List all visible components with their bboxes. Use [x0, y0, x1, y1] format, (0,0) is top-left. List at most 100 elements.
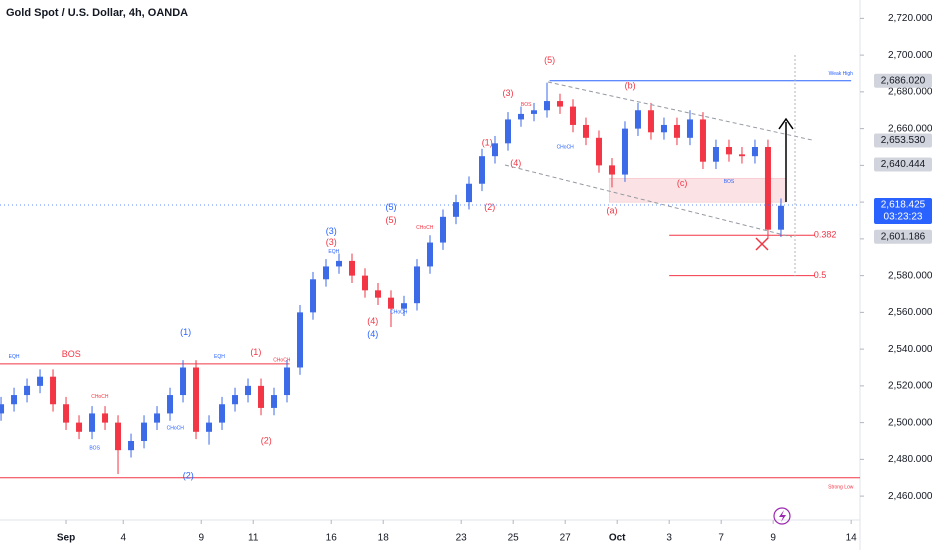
- x-tick-label: 9: [770, 533, 776, 544]
- price-tag: [874, 133, 932, 148]
- candle-body: [284, 367, 291, 396]
- candle-body: [712, 146, 719, 162]
- price-tag-label: 2,653.530: [881, 135, 926, 146]
- candle-body: [478, 156, 485, 184]
- annotation: (a): [606, 206, 617, 216]
- annotation: CHoCH: [91, 394, 109, 400]
- x-tick-label: 7: [718, 533, 724, 544]
- candle-body: [530, 110, 537, 114]
- annotation: (4): [510, 158, 521, 168]
- candle-body: [556, 101, 563, 107]
- candle-body: [245, 385, 252, 396]
- annotation: (b): [625, 81, 636, 91]
- x-tick-label: 23: [456, 533, 468, 544]
- candle-body: [388, 297, 395, 309]
- channel-line: [547, 81, 813, 141]
- alert-icon[interactable]: [773, 507, 791, 525]
- y-tick-label: 2,460.000: [888, 491, 932, 502]
- annotation: 0.5: [814, 270, 827, 280]
- candle-body: [0, 404, 5, 414]
- x-tick-label: 27: [560, 533, 572, 544]
- candle-body: [154, 413, 161, 423]
- candle-body: [271, 395, 278, 408]
- annotation: (2): [183, 470, 194, 480]
- candle-body: [206, 422, 213, 432]
- candle-body: [401, 303, 408, 309]
- candle-body: [634, 110, 641, 129]
- candle-body: [491, 143, 498, 157]
- y-tick-label: 2,500.000: [888, 417, 932, 428]
- candle-body: [647, 110, 654, 133]
- candle-body: [686, 119, 693, 138]
- candle-body: [362, 275, 369, 291]
- last-price-tag: [874, 198, 932, 225]
- annotation: BOS: [724, 179, 735, 185]
- annotation: (4): [367, 316, 378, 326]
- candle-body: [738, 154, 745, 157]
- candle-body: [141, 422, 148, 441]
- annotation: Weak High: [829, 71, 854, 77]
- candle-body: [180, 367, 187, 396]
- candle-body: [115, 422, 122, 451]
- annotation: 0.382: [814, 230, 837, 240]
- candle-body: [582, 124, 589, 138]
- x-tick-label: 18: [378, 533, 390, 544]
- annotation: CHoCH: [167, 425, 185, 431]
- annotation: (5): [544, 55, 555, 65]
- candle-body: [102, 413, 109, 423]
- y-tick-label: 2,680.000: [888, 87, 932, 98]
- x-mark: [755, 237, 769, 251]
- candle-body: [50, 376, 57, 405]
- x-tick-label: Sep: [57, 533, 75, 544]
- annotation: (3): [326, 226, 337, 236]
- annotation: CHoCH: [390, 310, 408, 316]
- annotation: EQH: [214, 354, 225, 360]
- annotation: EQH: [9, 354, 20, 360]
- x-tick-label: 3: [666, 533, 672, 544]
- annotation: CHoCH: [557, 144, 575, 150]
- y-tick-label: 2,580.000: [888, 270, 932, 281]
- annotation: EQH: [328, 249, 339, 255]
- candle-body: [751, 146, 758, 157]
- annotation: (5): [386, 202, 397, 212]
- x-tick-label: 14: [846, 533, 858, 544]
- candle-body: [232, 395, 239, 405]
- annotation: (1): [482, 138, 493, 148]
- candle-body: [439, 216, 446, 243]
- candle-body: [764, 146, 771, 230]
- candle-body: [349, 260, 356, 276]
- annotation: (3): [326, 237, 337, 247]
- candle-body: [504, 119, 511, 144]
- annotation: BOS: [521, 102, 532, 108]
- candle-body: [414, 266, 421, 304]
- candle-body: [660, 124, 667, 133]
- candle-body: [76, 422, 83, 432]
- y-tick-label: 2,480.000: [888, 454, 932, 465]
- annotation: (1): [250, 347, 261, 357]
- y-tick-label: 2,540.000: [888, 344, 932, 355]
- arrow-head: [778, 117, 794, 130]
- candle-body: [336, 260, 343, 267]
- candle-body: [543, 101, 550, 111]
- candle-body: [725, 146, 732, 155]
- annotation: (1): [180, 327, 191, 337]
- candle-body: [699, 119, 706, 162]
- candle-body: [595, 137, 602, 166]
- price-tag-label: 2,686.020: [881, 75, 926, 86]
- candle-body: [128, 440, 135, 451]
- candle-body: [11, 395, 18, 405]
- candle-body: [608, 165, 615, 175]
- candle-body: [673, 124, 680, 138]
- annotation: (4): [367, 329, 378, 339]
- price-tag-label: 2,601.186: [881, 231, 926, 242]
- y-tick-label: 2,700.000: [888, 50, 932, 61]
- candle-body: [193, 367, 200, 432]
- annotation: (3): [502, 88, 513, 98]
- annotation: CHoCH: [273, 357, 291, 363]
- x-tick-label: 11: [248, 533, 259, 544]
- x-tick-label: Oct: [609, 533, 626, 544]
- channel-line: [504, 164, 793, 238]
- candle-body: [297, 312, 304, 368]
